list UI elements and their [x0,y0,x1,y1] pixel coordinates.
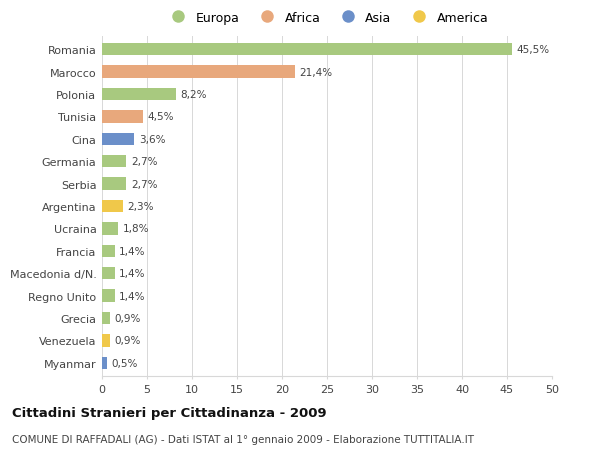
Text: 0,9%: 0,9% [115,313,141,323]
Bar [102,111,143,123]
Bar [102,201,123,213]
Bar [102,312,110,325]
Text: 1,4%: 1,4% [119,269,146,279]
Text: 0,9%: 0,9% [115,336,141,346]
Text: 0,5%: 0,5% [111,358,137,368]
Text: Cittadini Stranieri per Cittadinanza - 2009: Cittadini Stranieri per Cittadinanza - 2… [12,406,326,419]
Bar [102,67,295,78]
Text: 2,7%: 2,7% [131,179,157,189]
Text: 21,4%: 21,4% [299,67,332,78]
Bar [102,156,127,168]
Bar [102,335,110,347]
Bar [102,44,511,56]
Bar [102,245,115,257]
Bar [102,290,115,302]
Bar [102,357,107,369]
Text: 45,5%: 45,5% [516,45,549,55]
Text: 4,5%: 4,5% [147,112,173,122]
Text: 2,3%: 2,3% [127,202,154,212]
Text: 3,6%: 3,6% [139,134,166,145]
Bar [102,223,118,235]
Text: COMUNE DI RAFFADALI (AG) - Dati ISTAT al 1° gennaio 2009 - Elaborazione TUTTITAL: COMUNE DI RAFFADALI (AG) - Dati ISTAT al… [12,434,474,444]
Text: 8,2%: 8,2% [181,90,207,100]
Text: 1,8%: 1,8% [123,224,149,234]
Bar [102,268,115,280]
Text: 2,7%: 2,7% [131,157,157,167]
Text: 1,4%: 1,4% [119,246,146,256]
Text: 1,4%: 1,4% [119,291,146,301]
Bar [102,134,134,146]
Bar [102,178,127,190]
Bar [102,89,176,101]
Legend: Europa, Africa, Asia, America: Europa, Africa, Asia, America [163,9,491,27]
